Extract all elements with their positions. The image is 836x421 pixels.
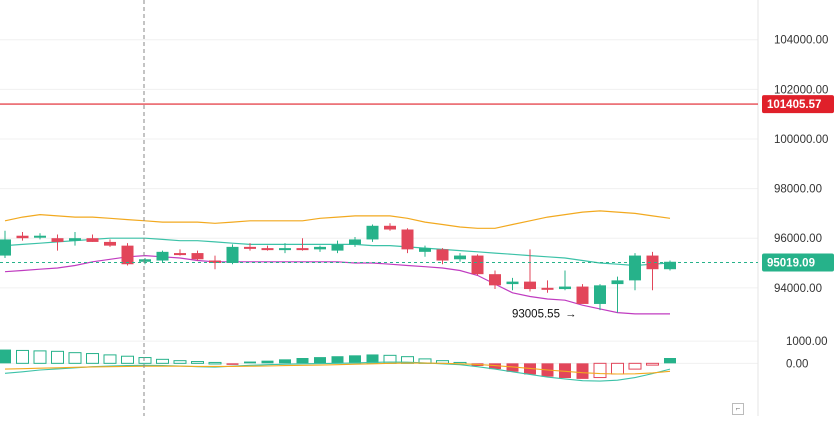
macd-histogram-bar — [296, 358, 309, 364]
macd-histogram-bar — [506, 363, 519, 372]
macd-histogram-bar — [279, 359, 291, 364]
candle-body — [559, 286, 571, 290]
candle-body — [366, 225, 379, 240]
macd-histogram-bar — [559, 363, 571, 378]
price-line-label: 101405.57 — [767, 99, 821, 111]
candle-body — [611, 280, 624, 285]
candle-body — [51, 238, 64, 242]
y-tick-label: 96000.00 — [774, 233, 822, 245]
macd-histogram-bar — [103, 354, 117, 364]
macd-histogram-bar — [121, 355, 134, 364]
macd-histogram-bar — [593, 362, 607, 379]
signal-line — [4, 362, 671, 375]
macd-histogram-bar — [191, 361, 204, 364]
candle-body — [331, 244, 344, 251]
low-annotation-arrow: → — [565, 308, 577, 320]
candle-body — [261, 248, 274, 251]
candle-body — [541, 287, 554, 290]
candle-body — [16, 235, 29, 239]
macd-histogram-bar — [208, 361, 222, 365]
candle-body — [349, 239, 361, 245]
macd-histogram-bar — [628, 362, 642, 370]
candle-body — [121, 245, 134, 265]
y-tick-label: 104000.00 — [774, 35, 828, 47]
macd-histogram-bar — [86, 353, 99, 364]
macd-histogram-bar — [664, 358, 676, 364]
candle-body — [506, 281, 519, 285]
candle-body — [419, 248, 431, 252]
candle-body — [489, 274, 501, 286]
candle-body — [34, 235, 46, 238]
y-tick-label: 100000.00 — [774, 134, 828, 146]
grid-layer — [0, 0, 759, 416]
candle-body — [629, 255, 641, 281]
macd-y-tick-label: 0.00 — [786, 358, 808, 370]
macd-histogram-bar — [16, 349, 29, 364]
current-price-label: 95019.09 — [767, 258, 815, 270]
scale-toggle-icon[interactable]: ⌐ — [732, 403, 744, 415]
macd-histogram-bar — [33, 350, 47, 364]
price-lines: 101405.57 95019.09 93005.55 → — [0, 95, 834, 320]
candle-body — [139, 259, 151, 262]
macd-histogram-bar — [261, 360, 274, 364]
macd-histogram-bar — [349, 355, 361, 364]
y-tick-label: 102000.00 — [774, 84, 828, 96]
candlestick-series — [0, 223, 676, 313]
macd-histogram-bar — [138, 357, 152, 364]
candle-body — [594, 285, 606, 304]
candle-body — [279, 248, 291, 251]
macd-histogram-bar — [156, 358, 169, 364]
candle-body — [471, 255, 484, 275]
macd-histogram-bar — [226, 363, 239, 365]
macd-histogram-bar — [366, 354, 379, 364]
bollinger-upper-line — [4, 210, 671, 229]
macd-histogram-bar — [576, 363, 589, 379]
candle-body — [104, 241, 116, 246]
candle-body — [156, 251, 169, 261]
current-price-tag — [762, 253, 834, 272]
candle-body — [296, 248, 309, 251]
candle-body — [436, 249, 449, 261]
macd-histogram-bar — [489, 363, 501, 370]
candle-body — [226, 246, 239, 264]
macd-line — [4, 361, 671, 382]
low-annotation: 93005.55 — [512, 308, 560, 320]
macd-histogram-bar — [331, 356, 344, 364]
macd-histogram-bar — [611, 362, 624, 375]
macd-histogram-bar — [646, 362, 659, 366]
macd-histogram-bar — [51, 350, 64, 364]
macd-histogram-bar — [68, 352, 82, 364]
candle-body — [174, 253, 186, 256]
bollinger-lower-line — [4, 254, 670, 315]
candle-body — [244, 246, 256, 249]
candle-body — [209, 260, 221, 264]
candle-body — [191, 253, 204, 260]
macd-y-tick-label: 1000.00 — [786, 336, 828, 348]
candle-body — [646, 255, 659, 270]
candle-body — [314, 246, 326, 250]
candle-body — [384, 225, 396, 230]
macd-histogram-bar — [314, 357, 326, 364]
macd-histogram-bar — [0, 349, 11, 364]
candle-body — [454, 255, 466, 260]
candle-body — [0, 239, 11, 256]
price-axis: 104000.00 102000.00 100000.00 98000.00 96000… — [774, 35, 828, 371]
candle-body — [86, 238, 99, 242]
price-line-tag — [762, 95, 834, 114]
y-tick-label: 94000.00 — [774, 283, 822, 295]
candle-body — [576, 286, 589, 304]
candle-body — [69, 238, 81, 241]
candle-body — [664, 261, 676, 270]
macd-histogram-bar — [244, 361, 256, 364]
y-tick-label: 98000.00 — [774, 184, 822, 196]
candle-body — [401, 229, 414, 250]
candle-body — [524, 281, 536, 290]
macd-panel — [0, 349, 676, 382]
macd-histogram-bar — [173, 360, 187, 364]
